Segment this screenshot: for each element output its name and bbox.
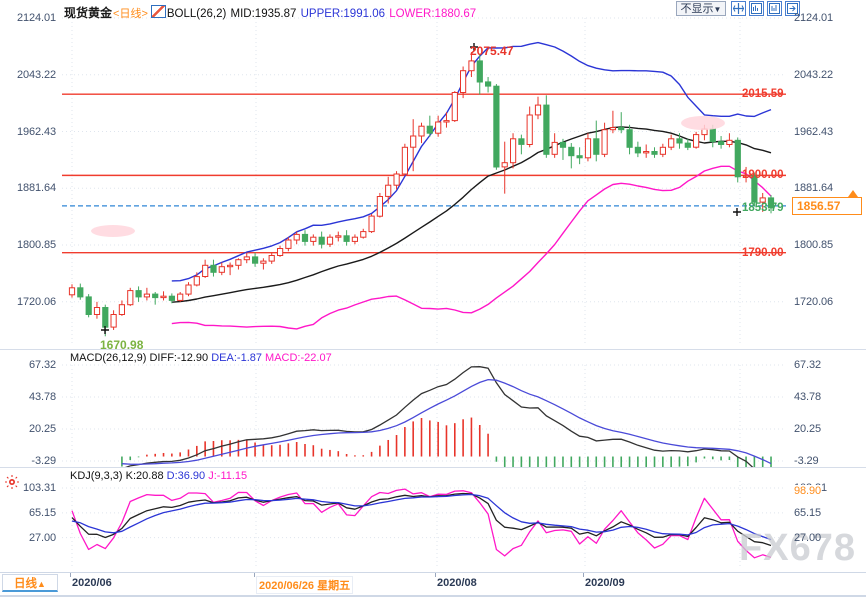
boll-mid-value: MID:1935.87 xyxy=(230,8,297,20)
display-mode-value: 不显示 xyxy=(680,3,714,15)
chart-legend: 现货黄金<日线> BOLL(26,2) MID:1935.87 UPPER:199… xyxy=(64,4,477,21)
display-mode-select[interactable]: 不显示▼ xyxy=(676,1,726,16)
period-button-label: 日线 xyxy=(14,578,38,590)
caret-up-icon: ▲ xyxy=(37,579,46,589)
time-axis-tick xyxy=(583,573,584,577)
chevron-down-icon: ▼ xyxy=(713,5,722,14)
time-axis-label: 2020/09 xyxy=(585,577,625,589)
time-axis-label: 2020/08 xyxy=(437,577,477,589)
macd-title: MACD(26,12,9) xyxy=(70,352,147,364)
crosshair-icon[interactable] xyxy=(731,1,746,16)
macd-chart-canvas[interactable] xyxy=(0,349,866,494)
time-axis-label: 2020/06/26 星期五 xyxy=(256,576,354,594)
time-axis-tick xyxy=(435,573,436,577)
kdj-d-value: D:36.90 xyxy=(166,470,206,482)
kdj-panel[interactable]: KDJ(9,3,3) K:20.88 D:36.90 J:-11.15 xyxy=(0,467,866,572)
shift-left-icon[interactable] xyxy=(767,1,782,16)
symbol-label: 现货黄金 xyxy=(64,6,113,20)
kdj-j-value: J:-11.15 xyxy=(208,470,248,482)
sun-indicator-icon[interactable] xyxy=(4,474,20,490)
macd-diff-value: DIFF:-12.90 xyxy=(149,352,209,364)
period-label: <日线> xyxy=(113,8,148,20)
time-axis-tick xyxy=(254,573,255,577)
kdj-title: KDJ(9,3,3) xyxy=(70,470,123,482)
boll-indicator-icon xyxy=(150,5,166,18)
zoom-fit-icon[interactable] xyxy=(749,1,764,16)
macd-dea-value: DEA:-1.87 xyxy=(211,352,262,364)
kdj-legend: KDJ(9,3,3) K:20.88 D:36.90 J:-11.15 xyxy=(70,470,247,482)
shift-right-icon[interactable] xyxy=(785,1,800,16)
time-axis[interactable]: 日线▲ 2020/06 2020/06/26 星期五 2020/08 2020/09 xyxy=(0,572,866,597)
macd-macd-value: MACD:-22.07 xyxy=(265,352,332,364)
macd-panel[interactable]: MACD(26,12,9) DIFF:-12.90 DEA:-1.87 MACD… xyxy=(0,349,866,494)
time-axis-tick xyxy=(70,573,71,577)
main-price-panel[interactable] xyxy=(0,0,866,349)
kdj-chart-canvas[interactable] xyxy=(0,467,866,572)
boll-lower-value: LOWER:1880.67 xyxy=(389,8,477,20)
kdj-k-value: K:20.88 xyxy=(125,470,164,482)
indicator-name: BOLL(26,2) xyxy=(166,8,227,20)
period-toggle-button[interactable]: 日线▲ xyxy=(2,574,58,592)
boll-upper-value: UPPER:1991.06 xyxy=(300,8,385,20)
price-chart-canvas[interactable] xyxy=(0,0,866,349)
macd-legend: MACD(26,12,9) DIFF:-12.90 DEA:-1.87 MACD… xyxy=(70,352,332,364)
time-axis-label: 2020/06 xyxy=(72,577,112,589)
